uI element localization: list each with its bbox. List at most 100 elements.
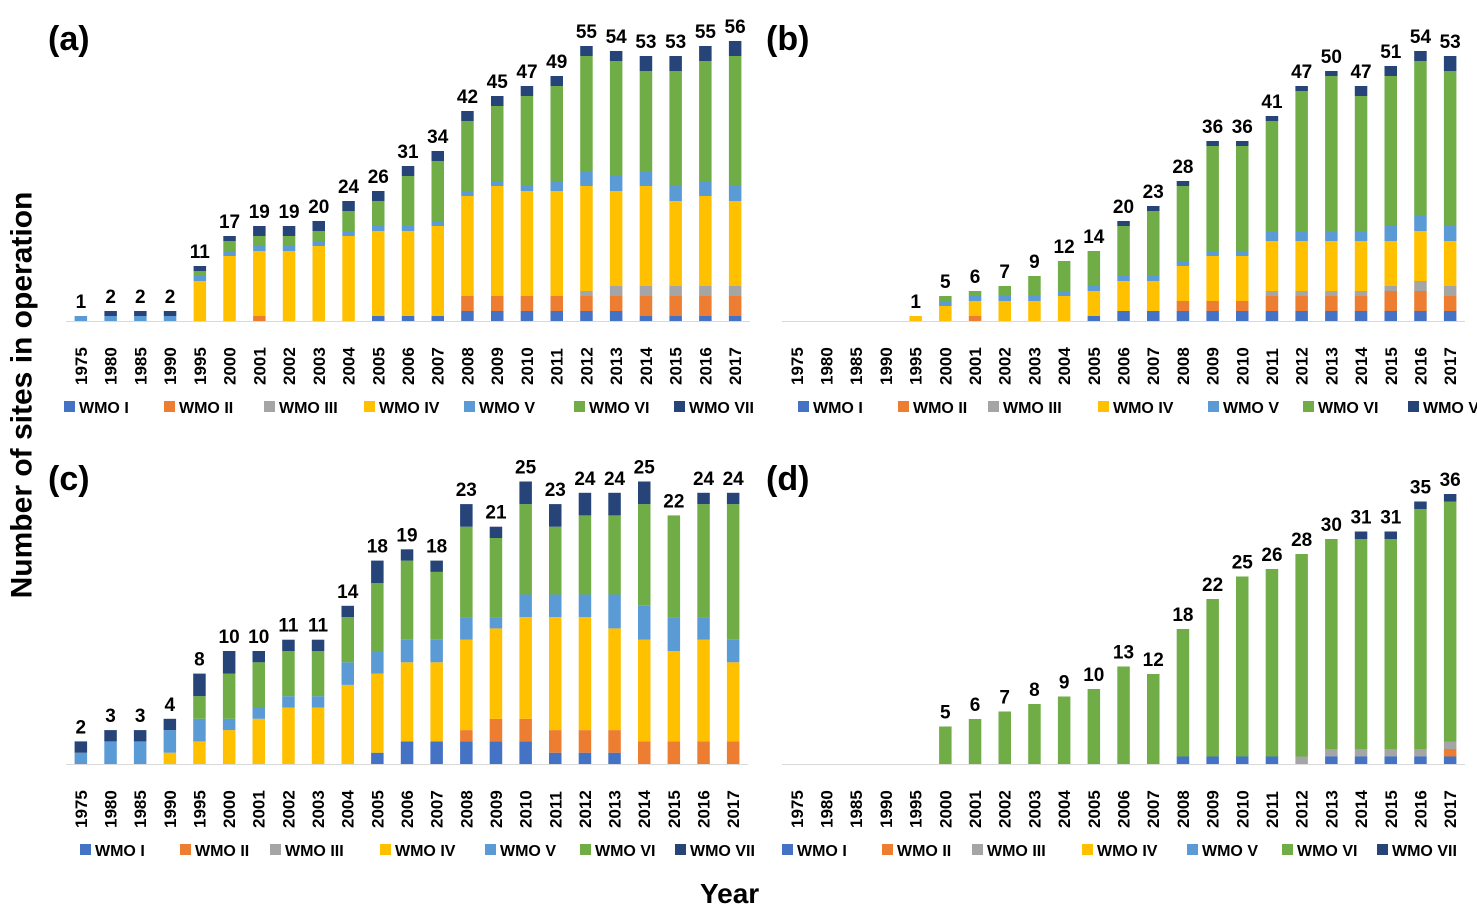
bar-segment-wmo-iv: [578, 617, 592, 731]
bar-segment-wmo-vii: [74, 741, 88, 753]
data-label: 30: [1321, 515, 1342, 536]
bar-segment-wmo-v: [726, 639, 740, 663]
bar-segment-wmo-vii: [311, 639, 325, 651]
bar-segment-wmo-v: [193, 718, 206, 742]
bar-segment-wmo-vi: [431, 161, 444, 221]
data-label: 25: [634, 458, 656, 479]
data-label: 55: [576, 22, 598, 43]
bar-segment-wmo-iv: [1354, 241, 1368, 291]
bar-segment-wmo-vi: [609, 61, 623, 176]
bar-segment-wmo-iv: [1384, 241, 1397, 286]
bar-segment-wmo-vii: [104, 311, 117, 316]
bar-segment-wmo-iv: [1414, 231, 1427, 281]
data-label: 24: [574, 469, 596, 490]
data-label: 24: [338, 177, 360, 198]
bar-1995: [193, 673, 206, 764]
bar-segment-wmo-iv: [282, 251, 296, 321]
bar-segment-wmo-iii: [639, 286, 653, 296]
x-tick-label: 2009: [1204, 347, 1223, 385]
legend-swatch: [972, 844, 983, 855]
bar-2000: [222, 651, 236, 764]
x-tick-label: 1985: [131, 347, 150, 385]
bar-segment-wmo-iv: [726, 662, 740, 742]
legend-label: WMO V: [479, 400, 535, 417]
legend-label: WMO IV: [1097, 843, 1158, 860]
bar-segment-wmo-i: [1147, 311, 1160, 321]
bar-segment-wmo-vii: [401, 166, 415, 176]
legend-label: WMO I: [797, 843, 847, 860]
data-label: 2: [135, 287, 146, 308]
panel-label: (c): [48, 460, 90, 498]
bar-segment-wmo-iii: [1325, 749, 1338, 757]
bar-2001: [253, 226, 266, 321]
bar-segment-wmo-v: [133, 741, 147, 764]
bar-segment-wmo-vi: [430, 571, 443, 640]
bar-2014: [1354, 86, 1368, 321]
x-tick-label: 2000: [936, 347, 955, 385]
bar-2012: [1295, 86, 1308, 321]
bar-segment-wmo-iv: [520, 191, 534, 296]
bar-segment-wmo-v: [193, 276, 207, 281]
legend-swatch: [782, 844, 793, 855]
x-tick-label: 1990: [877, 790, 896, 828]
legend-swatch: [64, 401, 75, 412]
bar-segment-wmo-ii: [669, 296, 682, 316]
bar-segment-wmo-iv: [1236, 256, 1249, 301]
data-label: 5: [940, 272, 951, 293]
data-label: 1: [910, 292, 921, 313]
legend-swatch: [574, 401, 585, 412]
data-label: 8: [1029, 680, 1040, 701]
bar-segment-wmo-vii: [163, 718, 177, 731]
x-tick-label: 2013: [606, 790, 625, 828]
legend-swatch: [364, 401, 375, 412]
x-tick-label: 1980: [102, 790, 121, 828]
legend-label: WMO III: [1003, 400, 1062, 417]
bar-segment-wmo-vi: [193, 696, 206, 719]
bar-segment-wmo-v: [282, 246, 296, 251]
bar-segment-wmo-v: [312, 241, 325, 246]
bar-segment-wmo-vii: [699, 46, 712, 61]
x-tick-label: 2005: [369, 347, 388, 385]
x-tick-label: 1995: [190, 790, 209, 828]
bar-segment-wmo-iv: [222, 730, 236, 764]
bar-segment-wmo-i: [460, 741, 473, 764]
bar-1995: [909, 316, 922, 321]
bar-segment-wmo-vi: [1147, 674, 1160, 764]
bar-segment-wmo-iii: [699, 286, 712, 296]
bar-segment-wmo-ii: [489, 718, 503, 742]
bar-segment-wmo-ii: [639, 296, 653, 316]
bar-segment-wmo-i: [1236, 756, 1249, 764]
bar-segment-wmo-iv: [372, 231, 385, 316]
x-tick-label: 2009: [488, 347, 507, 385]
data-label: 47: [1291, 62, 1312, 83]
bar-segment-wmo-v: [998, 296, 1011, 301]
bar-1990: [163, 311, 177, 321]
bar-segment-wmo-iii: [1295, 756, 1308, 764]
data-label: 35: [1410, 478, 1432, 499]
bar-segment-wmo-i: [1117, 311, 1130, 321]
bar-segment-wmo-v: [223, 251, 236, 256]
panel-label: (a): [48, 20, 90, 58]
bar-segment-wmo-v: [1443, 226, 1457, 241]
bar-segment-wmo-ii: [697, 741, 710, 764]
bar-segment-wmo-vi: [1176, 186, 1190, 261]
bar-segment-wmo-v: [1117, 276, 1130, 281]
legend-swatch: [988, 401, 999, 412]
bar-2005: [1087, 689, 1101, 764]
legend-label: WMO I: [95, 843, 145, 860]
bar-segment-wmo-i: [580, 311, 593, 321]
data-label: 9: [1029, 252, 1040, 273]
panel-a: (a) 1 1975 2 1980 2 1985 2 1990 11 1995 17 2000 19 200…: [48, 17, 754, 417]
bar-segment-wmo-i: [1265, 311, 1279, 321]
x-tick-label: 2006: [398, 790, 417, 828]
data-label: 36: [1440, 470, 1461, 491]
x-tick-label: 1990: [161, 790, 180, 828]
x-tick-label: 2002: [280, 347, 299, 385]
bar-segment-wmo-v: [491, 181, 504, 186]
bar-2017: [728, 41, 742, 321]
x-tick-label: 2006: [399, 347, 418, 385]
x-tick-label: 2008: [457, 790, 476, 828]
x-tick-label: 2013: [1322, 347, 1341, 385]
x-tick-label: 2001: [966, 790, 985, 828]
